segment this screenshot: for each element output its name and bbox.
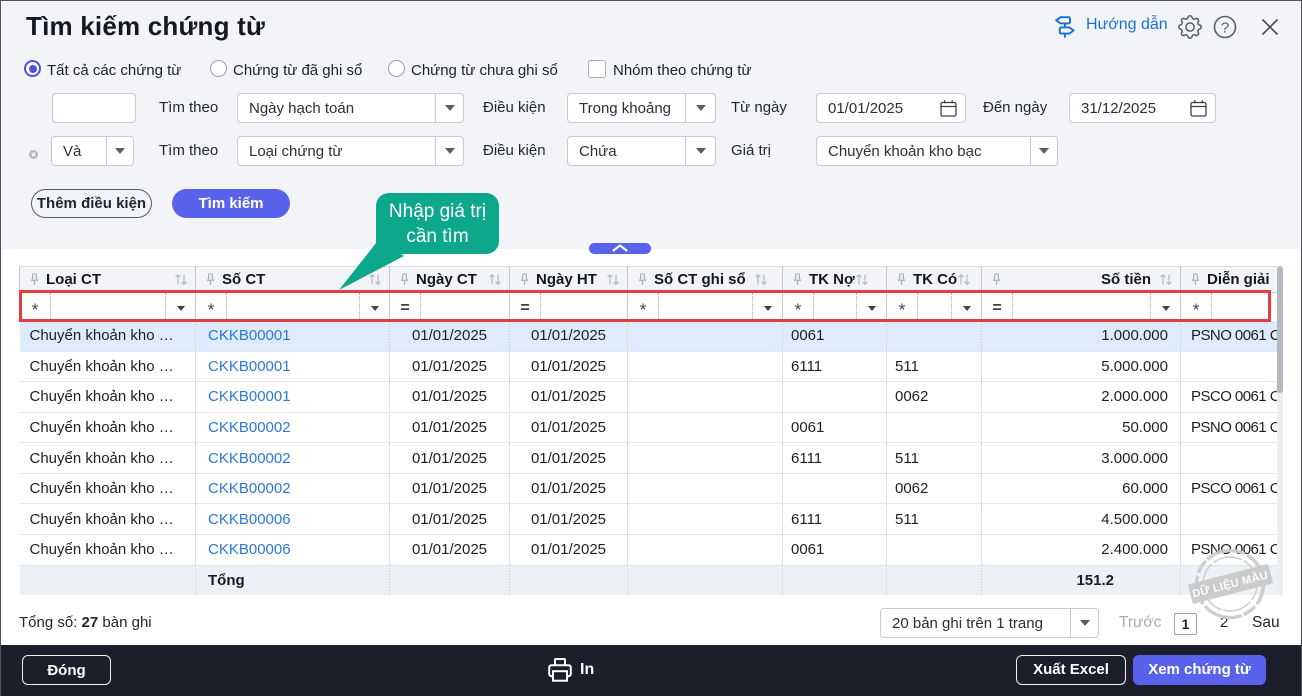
svg-text:?: ? [1221,20,1229,37]
